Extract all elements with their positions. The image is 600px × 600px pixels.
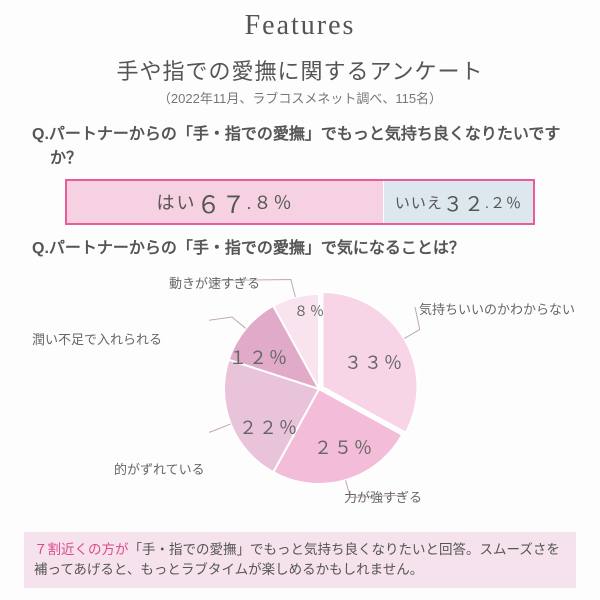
pie-label-4: 動きが速すぎる: [169, 273, 260, 292]
footer-highlight: ７割近くの方が: [34, 542, 129, 557]
infographic-container: Features 手や指での愛撫に関するアンケート （2022年11月、ラブコス…: [0, 0, 600, 600]
q1-prefix: Q.: [32, 126, 49, 143]
q2-prefix: Q.: [32, 240, 49, 257]
bar-yes-small: .８％: [246, 189, 293, 215]
pie-label-0: 気持ちいいのかわからない: [419, 299, 575, 318]
pie-label-2: 的がずれている: [114, 459, 205, 478]
pie-pct-1: ２５％: [314, 434, 374, 460]
pie-label-1: 力が強すぎる: [344, 487, 422, 506]
pie-label-3: 潤い不足で入れられる: [32, 329, 162, 348]
bar-no: いいえ ３２.２％: [383, 181, 533, 223]
header-title: Features: [24, 10, 576, 42]
bar-yes-big: ６７: [196, 185, 246, 220]
footer-note: ７割近くの方が「手・指での愛撫」でもっと気持ち良くなりたいと回答。スムーズさを補…: [24, 532, 576, 589]
bar-no-small: .２％: [485, 192, 522, 213]
pie-leader-2: [209, 424, 231, 467]
bar-no-label: いいえ: [395, 192, 443, 213]
bar-yes-label: はい: [156, 189, 196, 215]
pie-leader-0: [404, 307, 419, 339]
survey-title: 手や指での愛撫に関するアンケート: [24, 54, 576, 86]
bar-yes: はい ６７.８％: [67, 181, 383, 223]
q2-text: Q.パートナーからの「手・指での愛撫」で気になることは？: [42, 237, 576, 261]
survey-subtitle: （2022年11月、ラブコスメネット調べ、115名）: [24, 88, 576, 107]
q2-body: パートナーからの「手・指での愛撫」で気になることは？: [49, 240, 465, 257]
pie-pct-0: ３３％: [344, 349, 404, 375]
pie-pct-3: １２％: [229, 344, 289, 370]
pie-pct-4: ８％: [294, 301, 326, 321]
q1-bar: はい ６７.８％ いいえ ３２.２％: [65, 179, 535, 225]
pie-area: 気持ちいいのかわからない ３３％ 力が強すぎる ２５％ 的がずれている ２２％ 潤い不足で入…: [24, 269, 576, 509]
q1-body: パートナーからの「手・指での愛撫」でもっと気持ち良くなりたいですか？: [49, 126, 561, 167]
q1-text: Q.パートナーからの「手・指での愛撫」でもっと気持ち良くなりたいですか？: [42, 123, 576, 171]
bar-no-big: ３２: [443, 188, 485, 217]
pie-leader-3: [209, 317, 246, 337]
pie-pct-2: ２２％: [239, 414, 299, 440]
